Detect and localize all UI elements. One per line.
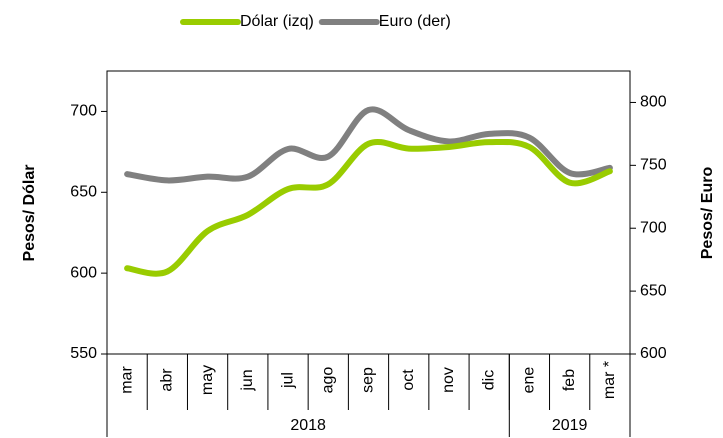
y2-tick-label: 600 [640, 345, 667, 362]
y-tick-label: 600 [70, 264, 97, 281]
x-tick-label: ago [319, 367, 336, 394]
x-tick-label: may [199, 365, 216, 395]
x-tick-label: oct [400, 369, 417, 391]
group-label: 2018 [290, 417, 326, 434]
y2-tick-label: 700 [640, 219, 667, 236]
y-tick-label: 650 [70, 184, 97, 201]
y2-axis-label: Pesos/ Euro [699, 167, 716, 260]
series-line [124, 106, 613, 184]
x-tick-label: mar [118, 366, 135, 394]
y2-tick-label: 650 [640, 282, 667, 299]
legend-label: Euro (der) [379, 13, 451, 30]
x-tick-label: ene [521, 367, 538, 394]
x-tick-label: feb [561, 369, 578, 391]
y2-tick-label: 750 [640, 157, 667, 174]
x-tick-label: jul [279, 372, 296, 389]
y-axis-label: Pesos/ Dólar [21, 165, 38, 262]
x-tick-label: mar * [601, 361, 618, 399]
y2-tick-label: 800 [640, 94, 667, 111]
x-tick-label: dic [480, 370, 497, 390]
plot-area [106, 70, 631, 355]
x-tick-label: abr [159, 368, 176, 392]
series-line [124, 138, 613, 277]
x-tick-label: sep [360, 367, 377, 393]
legend-label: Dólar (izq) [240, 13, 314, 30]
group-label: 2019 [552, 417, 588, 434]
x-tick-label: nov [440, 367, 457, 393]
y-tick-label: 700 [70, 103, 97, 120]
x-tick-label: jun [239, 369, 256, 391]
y-tick-label: 550 [70, 345, 97, 362]
